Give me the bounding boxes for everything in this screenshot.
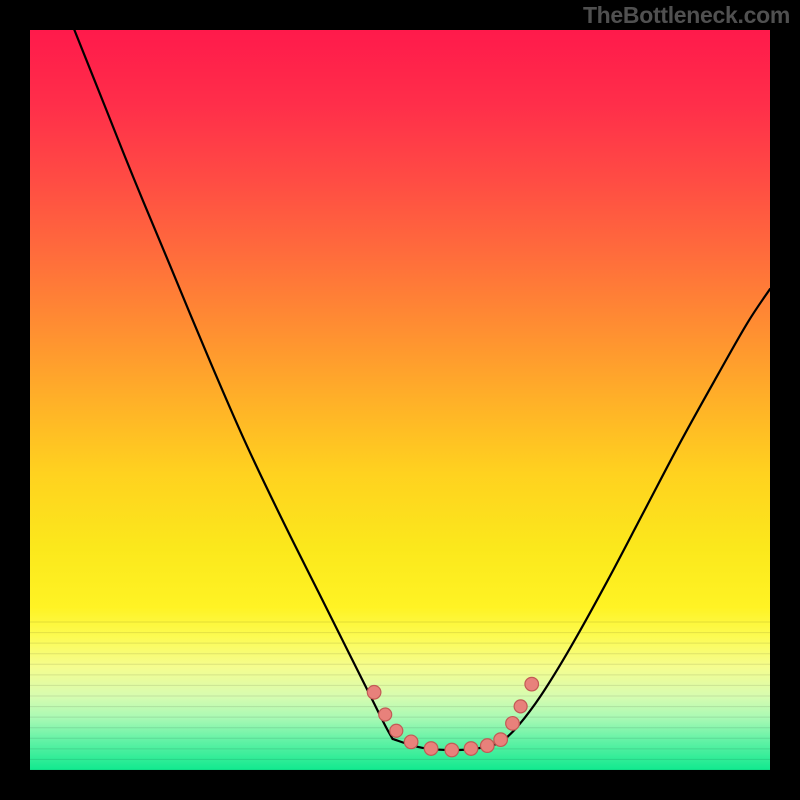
marker-point-7 <box>481 739 495 753</box>
marker-point-5 <box>445 743 459 757</box>
plot-area <box>0 0 800 800</box>
chart-container: TheBottleneck.com <box>0 0 800 800</box>
marker-point-4 <box>424 742 438 756</box>
marker-point-6 <box>464 742 478 756</box>
marker-point-2 <box>390 724 403 737</box>
marker-point-10 <box>514 700 527 713</box>
watermark-text: TheBottleneck.com <box>583 2 790 29</box>
marker-point-11 <box>525 677 539 691</box>
chart-svg <box>0 0 800 800</box>
marker-point-0 <box>367 686 381 700</box>
marker-point-9 <box>506 717 520 731</box>
marker-point-1 <box>379 708 392 721</box>
marker-point-8 <box>494 733 508 747</box>
marker-point-3 <box>404 735 418 749</box>
